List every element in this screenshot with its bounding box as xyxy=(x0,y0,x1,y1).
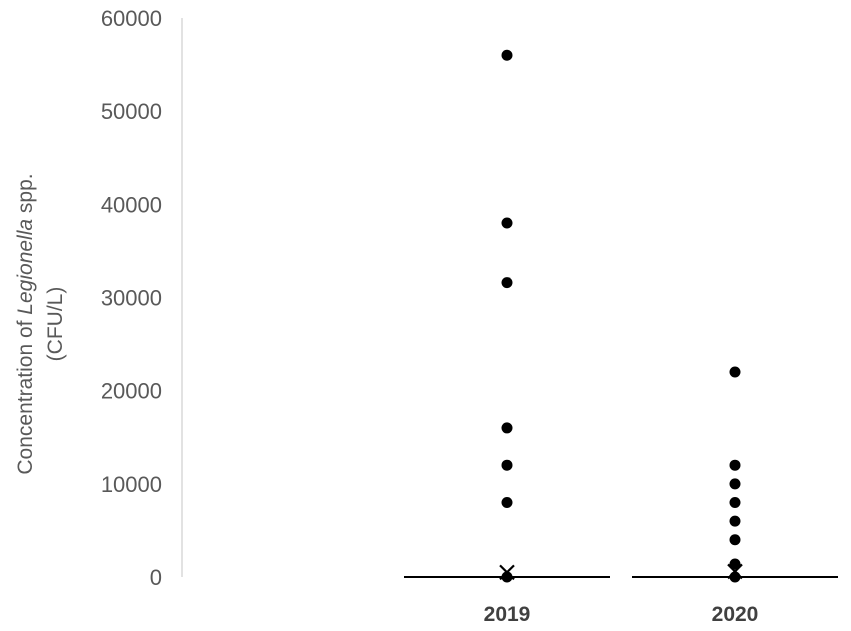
y-axis-label-prefix: Concentration of xyxy=(14,315,37,475)
data-point xyxy=(729,496,741,508)
data-point xyxy=(501,49,513,61)
data-point xyxy=(729,571,741,583)
y-axis-label-genus: Legionella xyxy=(14,219,37,315)
y-tick-labels: 0 10000 20000 30000 40000 50000 60000 xyxy=(101,6,162,590)
mean-marker xyxy=(499,564,515,581)
mean-marker xyxy=(727,563,743,580)
category-group-2019: 2019 xyxy=(404,49,610,626)
y-tick-label: 50000 xyxy=(101,99,162,124)
y-axis-label-suffix: spp. xyxy=(14,173,37,219)
category-groups: 2019 2020 xyxy=(404,49,838,626)
data-point xyxy=(501,496,513,508)
y-tick-label: 30000 xyxy=(101,286,162,311)
y-axis-label-units: (CFU/L) xyxy=(44,287,67,362)
y-tick-label: 10000 xyxy=(101,472,162,497)
category-label: 2020 xyxy=(712,603,759,626)
data-point xyxy=(729,478,741,490)
y-axis-label: Concentration of Legionella spp. xyxy=(14,173,37,474)
data-point xyxy=(501,459,513,471)
data-point xyxy=(501,217,513,229)
y-tick-label: 60000 xyxy=(101,6,162,31)
data-point xyxy=(729,515,741,527)
data-point xyxy=(501,422,513,434)
data-point xyxy=(501,277,513,289)
y-tick-label: 0 xyxy=(150,565,162,590)
y-tick-label: 40000 xyxy=(101,192,162,217)
data-point xyxy=(729,558,741,570)
category-group-2020: 2020 xyxy=(632,366,838,626)
y-tick-label: 20000 xyxy=(101,379,162,404)
data-point xyxy=(729,366,741,378)
data-point xyxy=(729,459,741,471)
category-label: 2019 xyxy=(484,603,531,626)
data-point xyxy=(729,534,741,546)
